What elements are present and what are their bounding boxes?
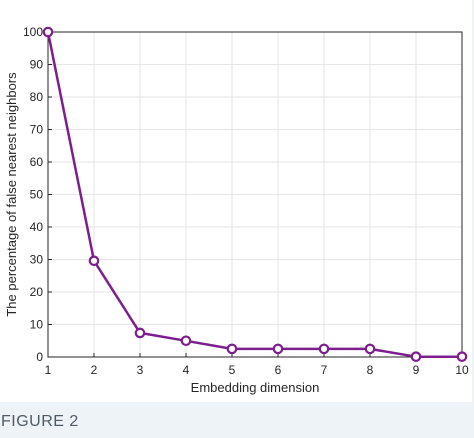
data-point-3	[134, 327, 146, 339]
x-tick-label: 8	[367, 363, 374, 377]
y-tick-label: 100	[23, 25, 43, 39]
x-tick-label: 4	[183, 363, 190, 377]
y-tick-label: 90	[30, 58, 44, 72]
x-tick-label: 5	[229, 363, 236, 377]
y-tick-label: 70	[30, 123, 44, 137]
data-point-10	[456, 351, 468, 362]
y-axis-label: The percentage of false nearest neighbor…	[4, 72, 19, 317]
data-points	[42, 26, 468, 362]
x-tick-label: 10	[455, 363, 469, 377]
data-point-5	[226, 343, 238, 355]
series-line	[46, 31, 462, 358]
x-tick-label: 7	[321, 363, 328, 377]
x-tick-label: 6	[275, 363, 282, 377]
x-axis-label: Embedding dimension	[191, 380, 320, 395]
data-point-7	[318, 343, 330, 355]
data-point-6	[272, 343, 284, 355]
data-point-1	[42, 26, 54, 38]
x-tick-label: 2	[91, 363, 98, 377]
y-tick-label: 10	[30, 318, 44, 332]
grid	[47, 31, 463, 358]
y-tick-label: 0	[36, 350, 43, 364]
data-point-9	[410, 351, 422, 362]
y-tick-label: 30	[30, 253, 44, 267]
x-tick-label: 1	[45, 363, 52, 377]
x-tick-label: 9	[413, 363, 420, 377]
figure-caption: FIGURE 2	[1, 413, 79, 430]
y-tick-label: 60	[30, 155, 44, 169]
y-tick-label: 20	[30, 285, 44, 299]
data-point-4	[180, 335, 192, 347]
x-tick-label: 3	[137, 363, 144, 377]
figure-panel: 1 2 3 4 5 6 7 8 9 10 0 10 20 30 40 50 60 70 80 90 100 Embed…	[0, 0, 472, 402]
y-tick-label: 40	[30, 220, 44, 234]
y-tick-label: 50	[30, 188, 44, 202]
data-point-2	[88, 255, 100, 267]
data-point-8	[364, 343, 376, 355]
y-tick-label: 80	[30, 90, 44, 104]
y-tick-labels: 0 10 20 30 40 50 60 70 80 90 100	[23, 25, 43, 364]
x-tick-labels: 1 2 3 4 5 6 7 8 9 10	[45, 363, 469, 377]
line-chart: 1 2 3 4 5 6 7 8 9 10 0 10 20 30 40 50 60 70 80 90 100 Embed…	[4, 25, 469, 395]
